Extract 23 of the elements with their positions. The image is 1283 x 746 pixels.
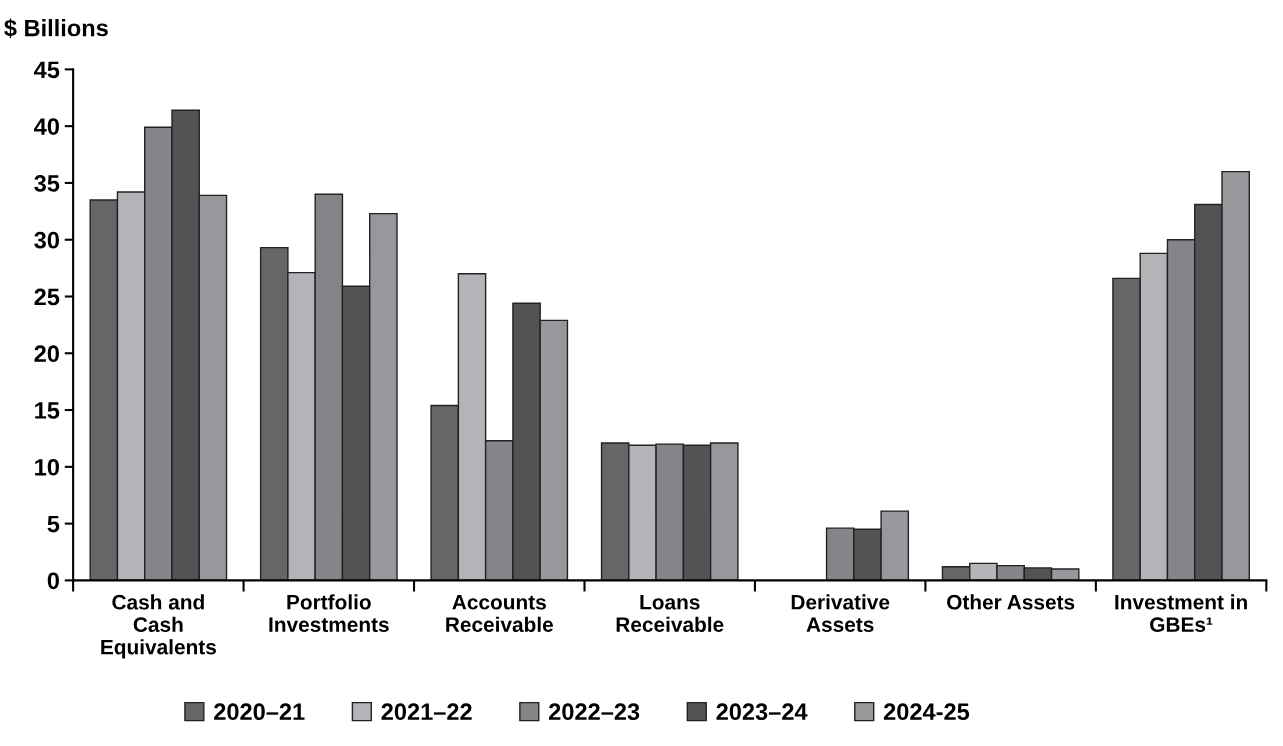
x-tick-label: Investment in GBEs¹ bbox=[1115, 594, 1247, 633]
y-tick-label: 30 bbox=[34, 231, 59, 249]
x-tick-label: Derivative Assets bbox=[791, 594, 890, 633]
legend-label: 2023–24 bbox=[716, 703, 808, 721]
y-tick-label: 45 bbox=[34, 61, 60, 79]
legend-label: 2024-25 bbox=[883, 703, 970, 721]
y-tick-label: 15 bbox=[35, 402, 60, 419]
legend-label: 2020–21 bbox=[214, 703, 305, 721]
legend-label: 2021–22 bbox=[381, 703, 472, 721]
y-tick-label: 20 bbox=[34, 345, 59, 363]
y-tick-label: 5 bbox=[47, 515, 60, 533]
y-tick-label: 25 bbox=[34, 288, 60, 306]
y-tick-label: 35 bbox=[34, 175, 60, 192]
legend-label: 2022–23 bbox=[549, 703, 640, 721]
x-tick-label: Other Assets bbox=[947, 594, 1075, 610]
x-tick-label: Loans Receivable bbox=[616, 595, 724, 633]
y-tick-label: 10 bbox=[35, 458, 59, 476]
x-tick-label: Cash and Cash Equivalents bbox=[101, 594, 216, 659]
y-tick-label: 0 bbox=[47, 572, 59, 590]
x-tick-label: Accounts Receivable bbox=[446, 595, 553, 633]
y-axis-title: $ Billions bbox=[4, 18, 108, 38]
y-tick-label: 40 bbox=[34, 118, 59, 135]
x-tick-label: Portfolio Investments bbox=[269, 594, 389, 633]
